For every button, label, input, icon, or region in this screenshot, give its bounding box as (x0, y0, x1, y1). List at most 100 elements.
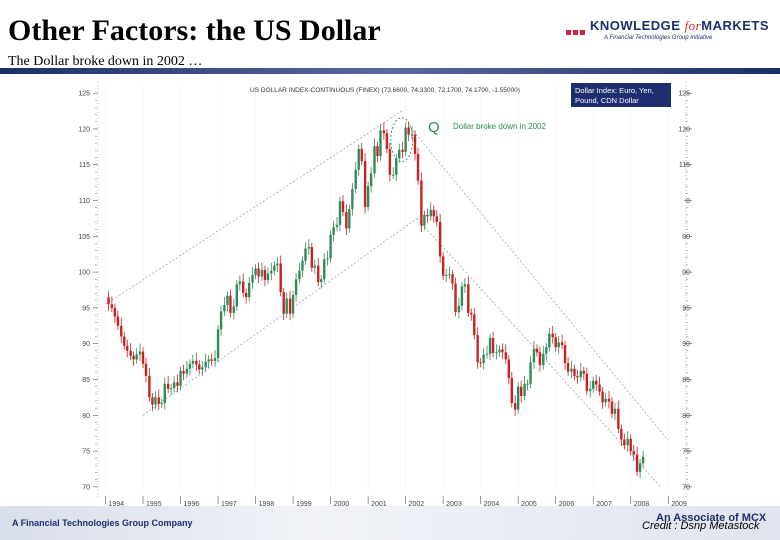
candle-body (129, 350, 132, 356)
candle-body (172, 382, 176, 389)
candle-body (160, 403, 163, 405)
candle-body (232, 306, 235, 313)
candle-body (507, 359, 510, 379)
legend-box: Dollar Index: Euro, Yen,Pound, CDN Dolla… (571, 83, 671, 107)
candle-body (332, 227, 335, 235)
right-axis-label: 75 (682, 449, 690, 456)
right-axis-label: 00 (682, 234, 690, 241)
candle-body (542, 353, 545, 366)
candle-body (404, 127, 407, 152)
candle-body (548, 333, 551, 348)
candle-body (516, 386, 520, 410)
candle-body (467, 284, 470, 313)
candle-body (589, 388, 592, 391)
candle-body (210, 359, 213, 361)
candle-body (304, 248, 307, 261)
candle-body (120, 325, 123, 337)
candle-body (288, 298, 292, 314)
candle-body (163, 383, 166, 404)
candle-body (501, 349, 504, 353)
candle-body (204, 361, 207, 368)
candle-body (491, 337, 495, 353)
candle-body (635, 454, 639, 472)
candle-body (266, 273, 270, 280)
candle-body (298, 270, 301, 280)
y-tick-label: 105 (78, 234, 90, 241)
candle-body (560, 342, 564, 346)
candle-body (201, 367, 204, 370)
x-tick-label: 2002 (409, 501, 425, 506)
candle-body (107, 297, 110, 305)
x-tick-label: 1999 (296, 501, 312, 506)
candle-body (291, 295, 295, 314)
candle-body (154, 397, 157, 405)
x-tick-label: 2009 (671, 501, 687, 506)
candle-body (191, 360, 195, 364)
candle-body (441, 256, 445, 276)
candle-body (116, 316, 120, 326)
candle-body (132, 355, 135, 360)
candle-body (238, 281, 241, 285)
candle-body (601, 391, 604, 403)
right-axis-label: 95 (682, 305, 690, 312)
y-tick-label: 110 (79, 198, 90, 205)
footer-associate: An Associate of MCX (656, 512, 767, 524)
right-axis-label: 125 (678, 91, 690, 98)
candle-body (485, 353, 489, 355)
candle-body (166, 383, 170, 389)
candle-body (313, 265, 317, 268)
candle-body (216, 329, 220, 358)
candle-body (535, 348, 539, 353)
candle-body (251, 274, 254, 283)
candle-body (301, 260, 304, 271)
candle-body (317, 265, 320, 283)
x-tick-label: 1994 (109, 501, 125, 506)
candle-body (157, 397, 160, 404)
candle-body (366, 186, 370, 207)
knowledge-for-markets-logo: KNOWLEDGE forMARKETS A Financial Technol… (566, 18, 769, 48)
candle-body (188, 363, 192, 369)
candle-body (388, 148, 392, 175)
candle-body (357, 148, 360, 170)
candle-body (438, 222, 442, 257)
candle-body (532, 348, 536, 363)
candle-body (198, 364, 201, 370)
peak-highlight-ellipse (390, 117, 414, 163)
slide-subtitle: The Dollar broke down in 2002 … (8, 54, 203, 69)
annotation-text: Dollar broke down in 2002 (453, 122, 546, 131)
candle-body (604, 398, 607, 403)
candle-body (345, 211, 348, 229)
candle-body (392, 174, 395, 176)
candle-body (407, 127, 410, 135)
candle-body (341, 201, 345, 212)
candle-body (551, 333, 554, 338)
candle-body (641, 456, 645, 464)
candle-body (454, 283, 457, 313)
right-axis-label: 0 (686, 198, 690, 205)
trend-channel-line (142, 218, 418, 416)
right-axis-label: 115 (679, 162, 690, 169)
candle-body (545, 347, 548, 354)
candle-body (185, 368, 189, 374)
trend-channel-line (105, 110, 403, 305)
candle-body (260, 269, 264, 277)
candle-body (326, 258, 329, 260)
candle-body (223, 305, 226, 312)
candle-body (354, 169, 357, 190)
right-axis-label: 00 (682, 270, 690, 277)
candle-body (294, 279, 298, 296)
candle-body (195, 360, 198, 365)
candle-body (426, 214, 429, 217)
candle-body (538, 352, 542, 366)
logo-squares-icon (566, 22, 587, 40)
candle-body (179, 370, 182, 386)
candle-body (513, 403, 517, 410)
candle-body (363, 161, 367, 207)
y-tick-label: 70 (82, 484, 90, 491)
header-band (0, 68, 780, 74)
candle-body (444, 274, 448, 276)
x-tick-label: 2001 (371, 501, 387, 506)
candle-body (235, 284, 238, 307)
candle-body (510, 378, 513, 404)
candle-body (398, 149, 401, 159)
